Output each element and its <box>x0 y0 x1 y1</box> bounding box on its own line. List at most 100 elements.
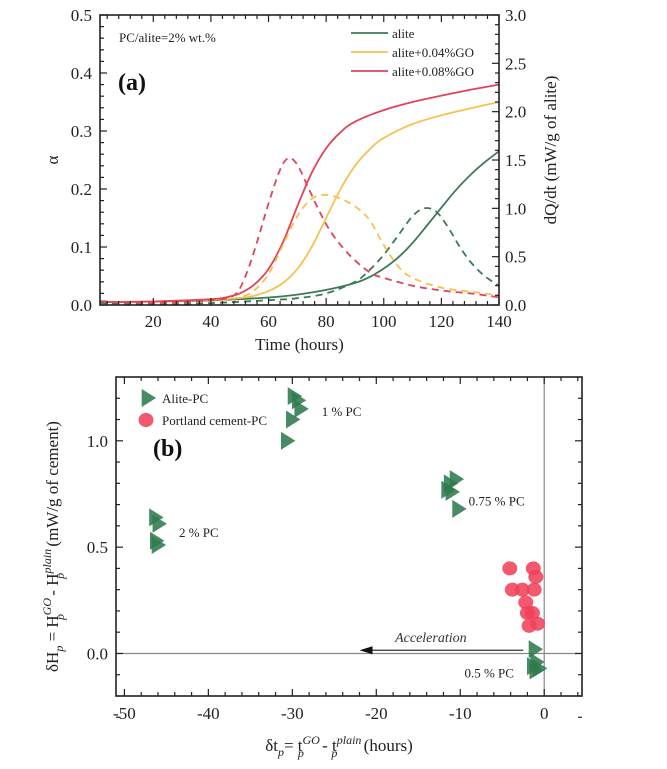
b-point-portland-cement-pc <box>514 582 530 597</box>
a-y-right-tick-label: 0.5 <box>505 248 526 267</box>
b-y-tick-label: 1.0 <box>87 432 108 451</box>
b-annotation-label: 0.75 % PC <box>469 493 525 508</box>
b-ticks <box>116 377 582 718</box>
b-point-portland-cement-pc <box>524 606 540 621</box>
b-points <box>149 387 548 680</box>
a-panel-label: (a) <box>118 70 146 96</box>
b-annotations: 1 % PC 2 % PC 0.75 % PC 0.5 % PC Acceleratio… <box>179 404 525 681</box>
b-point-alite-pc <box>294 399 309 418</box>
b-point-alite-pc <box>152 514 167 533</box>
a-curves <box>99 83 500 305</box>
a-legend-label: alite+0.04%GO <box>392 45 474 60</box>
b-point-portland-cement-pc <box>502 561 518 576</box>
b-xlabel-main: δt <box>265 736 278 755</box>
b-point-alite-pc <box>528 640 544 659</box>
b-annotation-label: 1 % PC <box>322 404 362 419</box>
a-y-left-tick-label: 0.0 <box>71 296 92 315</box>
a-x-tick-label: 20 <box>145 312 162 331</box>
b-panel-label: (b) <box>153 436 182 462</box>
b-xlabel-sub1: p <box>277 745 284 759</box>
a-x-tick-label: 60 <box>260 312 277 331</box>
a-legend-label: alite <box>392 26 415 41</box>
b-x-tick-label: -40 <box>197 704 220 723</box>
a-y-right-tick-label: 2.0 <box>505 103 526 122</box>
b-legend-triangle-marker <box>141 389 157 407</box>
b-ylabel-sub2: p <box>53 614 67 621</box>
b-point-alite-pc <box>445 482 460 501</box>
b-x-tick-label: -30 <box>281 704 304 723</box>
b-xlabel-sub3: p <box>330 746 337 760</box>
a-y-left-tick-label: 0.3 <box>71 122 92 141</box>
a-series-alite- <box>99 150 500 303</box>
b-legend: Alite-PC Portland cement-PC <box>138 389 267 428</box>
a-y-right-tick-label: 3.0 <box>505 6 526 25</box>
a-condition-annotation: PC/alite=2% wt.% <box>119 30 216 45</box>
a-y-left-tick-label: 0.1 <box>71 238 92 257</box>
b-legend-label: Alite-PC <box>162 391 208 406</box>
b-acceleration-arrow-head <box>359 646 373 655</box>
a-y-right-tick-labels: 0.0 0.5 1.0 1.5 2.0 2.5 3.0 <box>505 6 526 315</box>
b-x-tick-label: -20 <box>365 704 388 723</box>
a-x-axis-title: Time (hours) <box>255 335 344 354</box>
a-y-right-tick-label: 1.0 <box>505 199 526 218</box>
a-x-tick-label: 120 <box>429 312 455 331</box>
b-y-tick-label: 0.5 <box>87 538 108 557</box>
b-xlabel-minus: - t <box>318 736 337 755</box>
a-y-left-tick-label: 0.4 <box>71 64 93 83</box>
b-reference-lines <box>116 377 582 696</box>
b-ylabel-sub3: p <box>53 573 67 580</box>
a-legend: alite alite+0.04%GO alite+0.08%GO <box>351 26 474 79</box>
b-annotation-label: 2 % PC <box>179 525 219 540</box>
a-series-alite-0-08-go- <box>99 83 500 303</box>
b-x-tick-labels: -50 -40 -30 -20 -10 0 <box>113 704 548 723</box>
b-xlabel-sup2: GO <box>303 733 321 747</box>
a-y-right-axis-title: dQ/dt (mW/g of alite) <box>541 76 560 225</box>
b-xlabel-sub2: p <box>297 746 304 760</box>
b-point-portland-cement-pc <box>528 569 544 584</box>
a-series-alite-0-08-go-dq-dt <box>99 157 500 305</box>
b-x-tick-label: -10 <box>449 704 472 723</box>
b-plot-frame <box>115 376 583 697</box>
panel-a: 20 40 60 80 100 120 140 0.0 0.1 0.2 0.3 0.4 0.5 0.0… <box>43 6 560 354</box>
b-point-alite-pc <box>529 661 544 680</box>
b-xlabel-eq: = t <box>284 736 303 755</box>
a-ticks <box>100 14 500 306</box>
a-y-left-tick-label: 0.5 <box>71 6 92 25</box>
b-acceleration-label: Acceleration <box>394 631 467 646</box>
b-point-alite-pc <box>452 499 467 518</box>
b-legend-circle-marker <box>138 413 154 427</box>
b-legend-label: Portland cement-PC <box>162 413 267 428</box>
panel-b: -50 -40 -30 -20 -10 0 0.00.51.0 δtp= tGO p - t… <box>40 376 583 760</box>
a-y-right-tick-label: 1.5 <box>505 151 526 170</box>
a-series-alite-0-04-go-dq-dt <box>99 193 500 305</box>
a-y-left-tick-labels: 0.0 0.1 0.2 0.3 0.4 0.5 <box>71 6 93 315</box>
b-ylabel-sub1: p <box>52 646 66 653</box>
a-y-right-tick-label: 2.5 <box>505 54 526 73</box>
b-y-tick-labels: 0.0 0.5 1.0 <box>87 432 108 664</box>
b-annotation-label: 0.5 % PC <box>464 666 513 681</box>
b-xlabel-sup3: plain <box>336 733 362 747</box>
a-series-alite-dq-dt <box>99 207 500 305</box>
b-point-alite-pc <box>151 536 167 555</box>
b-x-tick-label: -50 <box>113 704 136 723</box>
b-x-tick-label: 0 <box>540 704 549 723</box>
a-x-tick-labels: 20 40 60 80 100 120 140 <box>145 312 512 331</box>
a-x-tick-label: 100 <box>371 312 397 331</box>
b-y-axis-title: δHp = HGOp - Hplainp (mW/g of cement) <box>40 421 67 672</box>
b-x-axis-title: δtp= tGO p - tplain p (hours) <box>265 733 413 760</box>
b-point-alite-pc <box>286 410 301 429</box>
b-ylabel-sup3: plain <box>40 549 54 575</box>
a-y-left-tick-label: 0.2 <box>71 180 92 199</box>
b-point-portland-cement-pc <box>518 595 534 610</box>
b-ylabel-eq: = H <box>43 615 62 645</box>
b-ylabel-sup2: GO <box>40 598 54 616</box>
a-legend-label: alite+0.08%GO <box>392 64 474 79</box>
a-x-tick-label: 40 <box>202 312 219 331</box>
b-ylabel-main: δH <box>43 652 62 672</box>
a-y-left-axis-title: α <box>43 155 62 164</box>
a-y-right-tick-label: 0.0 <box>505 296 526 315</box>
b-point-portland-cement-pc <box>526 582 542 597</box>
b-ylabel-unit: (mW/g of cement) <box>43 421 62 551</box>
b-ylabel-minus: - H <box>43 574 62 600</box>
